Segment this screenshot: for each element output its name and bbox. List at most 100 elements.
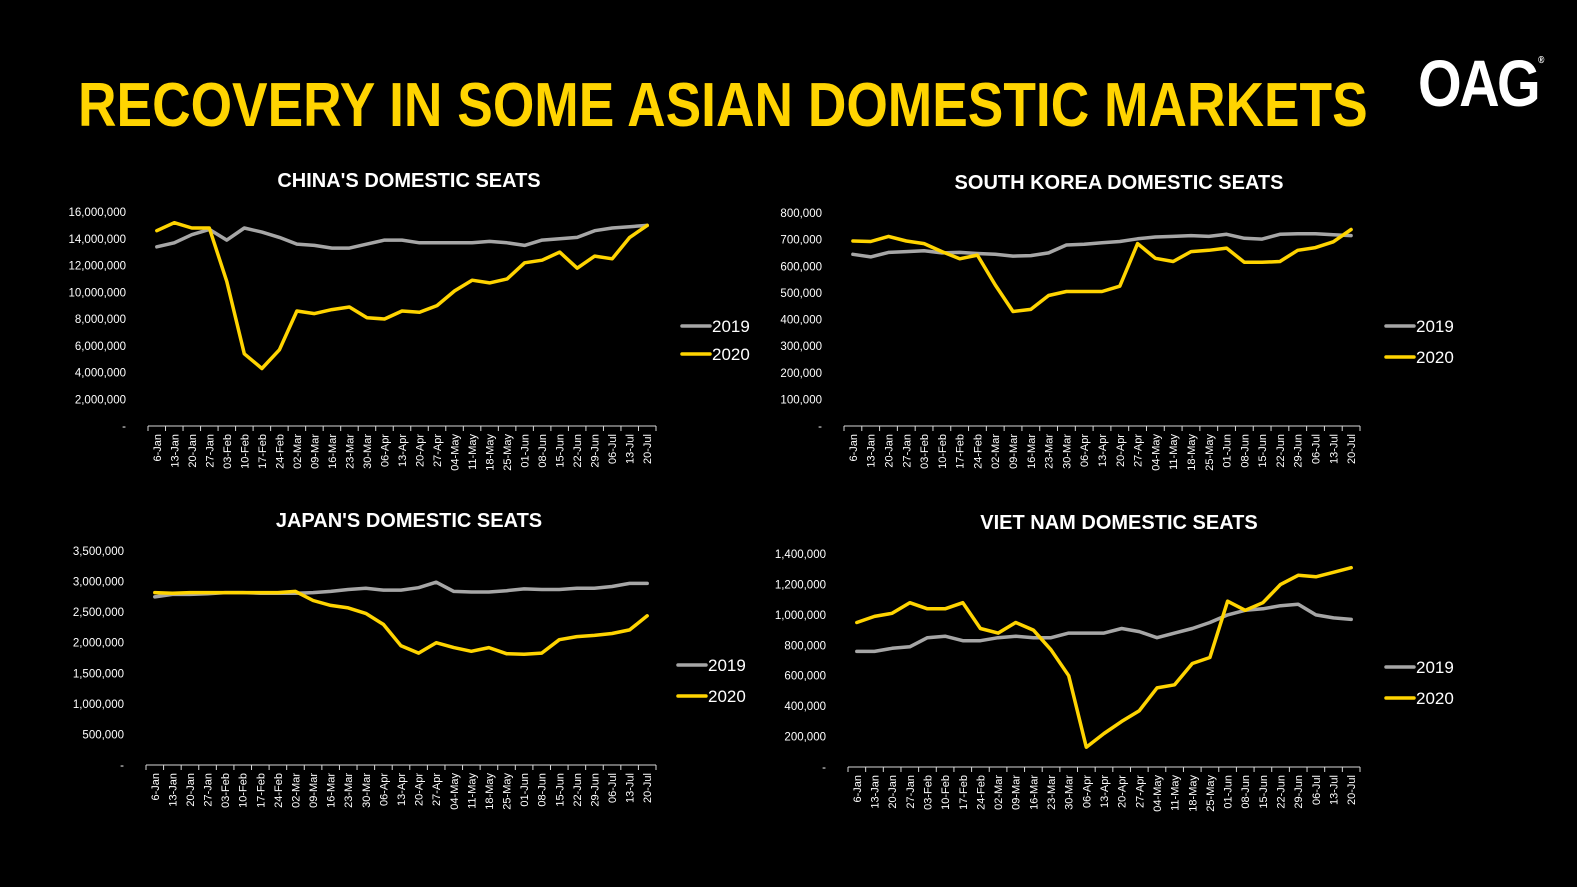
x-tick-label: 04-May: [1150, 434, 1162, 471]
y-tick-label: -: [818, 421, 822, 433]
x-tick-label: 04-May: [449, 773, 461, 810]
x-tick-label: 06-Jul: [607, 773, 619, 803]
x-tick-label: 17-Feb: [255, 773, 267, 808]
y-tick-label: 2,500,000: [73, 607, 124, 619]
x-tick-label: 10-Feb: [937, 434, 949, 469]
x-tick-label: 16-Mar: [1028, 775, 1040, 810]
x-tick-label: 13-Jan: [869, 775, 881, 809]
chart-japan-svg: JAPAN'S DOMESTIC SEATS - 500,000 1,000,000 1…: [73, 510, 746, 810]
x-tick-label: 17-Feb: [958, 775, 970, 810]
x-tick-label: 25-May: [502, 434, 514, 471]
x-tick-label: 16-Mar: [1026, 434, 1038, 469]
x-tick-label: 24-Feb: [274, 434, 286, 469]
x-tick-label: 06-Jul: [1311, 775, 1323, 805]
x-tick-label: 01-Jun: [1222, 434, 1234, 468]
x-tick-label: 23-Mar: [1044, 434, 1056, 469]
x-tick-label: 08-Jun: [1239, 434, 1251, 468]
x-tick-label: 06-Apr: [378, 773, 390, 806]
x-tick-label: 02-Mar: [990, 434, 1002, 469]
x-tick-label: 13-Jan: [169, 434, 181, 468]
x-tick-label: 16-Mar: [327, 434, 339, 469]
x-tick-label: 02-Mar: [993, 775, 1005, 810]
x-tick-label: 08-Jun: [537, 773, 549, 807]
y-tick-label: 1,400,000: [775, 549, 826, 561]
series-line-2020: [851, 227, 1353, 314]
chart-china-svg: CHINA'S DOMESTIC SEATS - 2,000,000 4,000,00…: [68, 170, 749, 471]
x-tick-label: 24-Feb: [273, 773, 285, 808]
y-tick-label: -: [822, 762, 826, 774]
x-tick-label: 23-Mar: [343, 773, 355, 808]
x-tick-label: 20-Jul: [642, 434, 654, 464]
x-tick-label: 03-Feb: [919, 434, 931, 469]
x-tick-label: 03-Feb: [922, 775, 934, 810]
legend-label-2019: 2019: [708, 656, 746, 675]
x-tick-label: 20-Jul: [1346, 775, 1358, 805]
x-tick-label: 15-Jun: [555, 434, 567, 468]
x-tick-label: 30-Mar: [1064, 775, 1076, 810]
y-tick-label: 6,000,000: [75, 341, 126, 353]
chart-china: CHINA'S DOMESTIC SEATS - 2,000,000 4,000,00…: [50, 160, 770, 480]
x-tick-label: 09-Mar: [308, 773, 320, 808]
x-tick-label: 18-May: [484, 773, 496, 810]
x-tick-label: 18-May: [1187, 775, 1199, 812]
x-tick-label: 13-Jul: [1329, 775, 1341, 805]
x-tick-label: 06-Apr: [1081, 775, 1093, 808]
y-tick-label: 16,000,000: [68, 207, 126, 219]
x-tick-label: 01-Jun: [1223, 775, 1235, 809]
x-tick-label: 30-Mar: [361, 773, 373, 808]
x-tick-label: 01-Jun: [520, 434, 532, 468]
legend-label-2020: 2020: [1416, 348, 1454, 367]
x-tick-label: 6-Jan: [152, 434, 164, 462]
x-tick-label: 6-Jan: [150, 773, 162, 801]
chart-south-korea: SOUTH KOREA DOMESTIC SEATS - 100,000 200,00…: [760, 160, 1480, 480]
x-tick-label: 13-Jul: [625, 434, 637, 464]
y-tick-label: 1,000,000: [775, 610, 826, 622]
x-tick-label: 10-Feb: [239, 434, 251, 469]
chart-south-korea-svg: SOUTH KOREA DOMESTIC SEATS - 100,000 200,00…: [780, 172, 1454, 471]
x-tick-label: 06-Apr: [1079, 434, 1091, 467]
x-tick-label: 20-Jan: [883, 434, 895, 468]
x-tick-label: 13-Apr: [1097, 434, 1109, 467]
legend-label-2020: 2020: [1416, 689, 1454, 708]
x-tick-label: 18-May: [1186, 434, 1198, 471]
x-tick-label: 27-Jan: [905, 775, 917, 809]
x-tick-label: 09-Mar: [1011, 775, 1023, 810]
x-tick-label: 11-May: [1170, 775, 1182, 811]
x-tick-label: 20-Apr: [414, 773, 426, 806]
x-tick-label: 20-Apr: [1115, 434, 1127, 467]
x-tick-label: 27-Jan: [203, 773, 215, 807]
x-tick-label: 22-Jun: [1276, 775, 1288, 809]
x-tick-label: 23-Mar: [1046, 775, 1058, 810]
x-tick-label: 09-Mar: [309, 434, 321, 469]
x-tick-label: 13-Jul: [1328, 434, 1340, 464]
y-tick-label: 4,000,000: [75, 368, 126, 380]
y-tick-label: 1,000,000: [73, 699, 124, 711]
x-tick-label: 30-Mar: [1061, 434, 1073, 469]
x-tick-label: 02-Mar: [290, 773, 302, 808]
x-tick-label: 27-Apr: [1133, 434, 1145, 467]
x-tick-label: 11-May: [1168, 434, 1180, 470]
x-tick-label: 27-Jan: [204, 434, 216, 468]
y-tick-label: 700,000: [780, 235, 822, 247]
series-line-2020: [155, 220, 649, 371]
x-tick-label: 11-May: [466, 773, 478, 809]
y-tick-label: 600,000: [780, 261, 822, 273]
chart-title: VIET NAM DOMESTIC SEATS: [980, 512, 1257, 534]
x-tick-label: 13-Apr: [1099, 775, 1111, 808]
y-tick-label: 300,000: [780, 341, 822, 353]
y-tick-label: 600,000: [784, 671, 826, 683]
series-line-2020: [153, 589, 649, 657]
legend-label-2020: 2020: [708, 687, 746, 706]
y-tick-label: 12,000,000: [68, 261, 126, 273]
chart-japan: JAPAN'S DOMESTIC SEATS - 500,000 1,000,000 1…: [50, 500, 770, 820]
chart-title: JAPAN'S DOMESTIC SEATS: [276, 510, 542, 532]
y-tick-label: -: [120, 760, 124, 772]
y-tick-label: 3,500,000: [73, 546, 124, 558]
x-tick-label: 29-Jun: [589, 773, 601, 807]
oag-logo: OAG®: [1418, 50, 1544, 116]
x-tick-label: 10-Feb: [940, 775, 952, 810]
x-tick-label: 08-Jun: [1240, 775, 1252, 809]
registered-mark: ®: [1538, 55, 1545, 66]
y-tick-label: -: [122, 421, 126, 433]
y-tick-label: 800,000: [784, 640, 826, 652]
